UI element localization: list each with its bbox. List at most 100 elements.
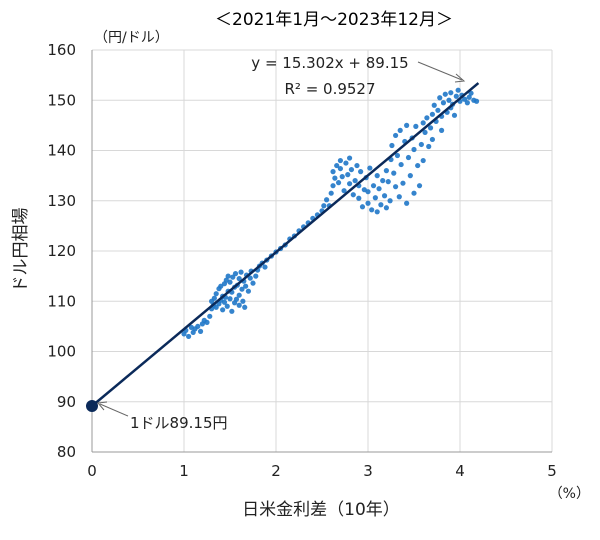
data-point [236,292,242,298]
data-point [372,195,378,201]
data-point [455,87,461,93]
data-point [230,274,236,280]
data-point [350,192,356,198]
data-point [374,173,380,179]
intercept-label: 1ドル89.15円 [130,414,228,432]
y-tick-label: 90 [57,393,76,411]
trendline-group [86,82,480,413]
data-point [376,186,382,192]
y-tick-label: 130 [47,192,76,210]
data-point [334,162,340,169]
trendline [91,82,480,407]
data-point [337,157,343,164]
x-tick-label: 3 [363,462,373,480]
data-point [383,168,389,174]
x-axis-title: 日米金利差（10年） [242,500,400,520]
data-point [341,188,347,194]
data-point [239,286,245,292]
data-point [394,152,401,159]
data-point [343,160,349,166]
data-point [420,120,426,126]
data-point [426,143,432,150]
data-point [442,91,448,97]
y-tick-label: 120 [47,242,76,260]
data-point [385,179,391,185]
data-point [370,183,377,189]
data-point [220,307,226,313]
data-point [380,178,386,184]
y-tick-label: 100 [47,343,76,361]
data-point [358,169,364,175]
data-point [429,136,435,143]
y-axis-unit: （円/ドル） [94,30,169,46]
x-tick-label: 5 [547,462,557,480]
data-point [413,123,419,129]
data-point [440,100,447,106]
data-point [335,180,342,186]
data-point [448,90,454,96]
data-point [411,146,417,153]
data-point [339,174,345,180]
data-point [211,295,217,301]
data-point [383,205,389,211]
data-point [398,161,404,168]
equation-pointer-line [417,61,463,81]
data-point [446,97,452,103]
chart-title: ＜2021年1月～2023年12月＞ [215,10,453,30]
data-point [466,94,472,100]
data-point [437,95,443,101]
data-point [330,169,336,175]
data-point [213,291,219,297]
data-point [389,142,395,149]
intercept-pointer-arrowhead [97,401,108,411]
data-point [405,154,412,161]
data-point [347,155,353,161]
data-point [242,304,248,310]
data-point [451,112,458,118]
data-point [262,264,268,270]
data-point [352,178,358,184]
data-point [227,279,233,285]
data-point [218,283,224,289]
data-point [418,141,424,148]
y-tick-label: 160 [47,41,76,59]
data-point [367,165,373,171]
data-point [429,111,435,117]
data-point [197,328,204,334]
data-point [439,127,445,133]
data-point [396,194,402,200]
data-point [243,283,249,289]
data-point [416,183,423,189]
data-point [195,323,201,329]
data-point [393,132,399,139]
y-tick-label: 110 [47,292,76,310]
data-point [345,172,351,178]
data-point [225,273,231,279]
data-point [250,280,256,286]
axes [91,50,552,453]
data-point [253,273,259,279]
data-point [328,190,334,196]
data-point [238,269,244,275]
data-point [330,183,336,189]
data-point [337,165,343,172]
equation-pointer-arrowhead [454,73,466,83]
data-point [356,195,362,201]
y-tick-label: 140 [47,142,76,160]
data-point [397,127,403,133]
data-point [207,313,213,319]
data-point [354,162,360,169]
data-point [407,173,413,179]
tick-labels: 80 90 100 110 120 130 140 150 160 0 1 2 3 4 5 [47,41,556,480]
data-point [240,298,246,304]
data-point [236,302,242,308]
data-point [229,308,235,314]
data-point [245,288,251,294]
y-tick-label: 150 [47,91,76,109]
data-point [393,184,399,190]
data-point [359,204,366,210]
data-point [411,190,417,196]
data-point [473,98,480,104]
data-point [369,207,375,213]
data-point [400,180,406,186]
